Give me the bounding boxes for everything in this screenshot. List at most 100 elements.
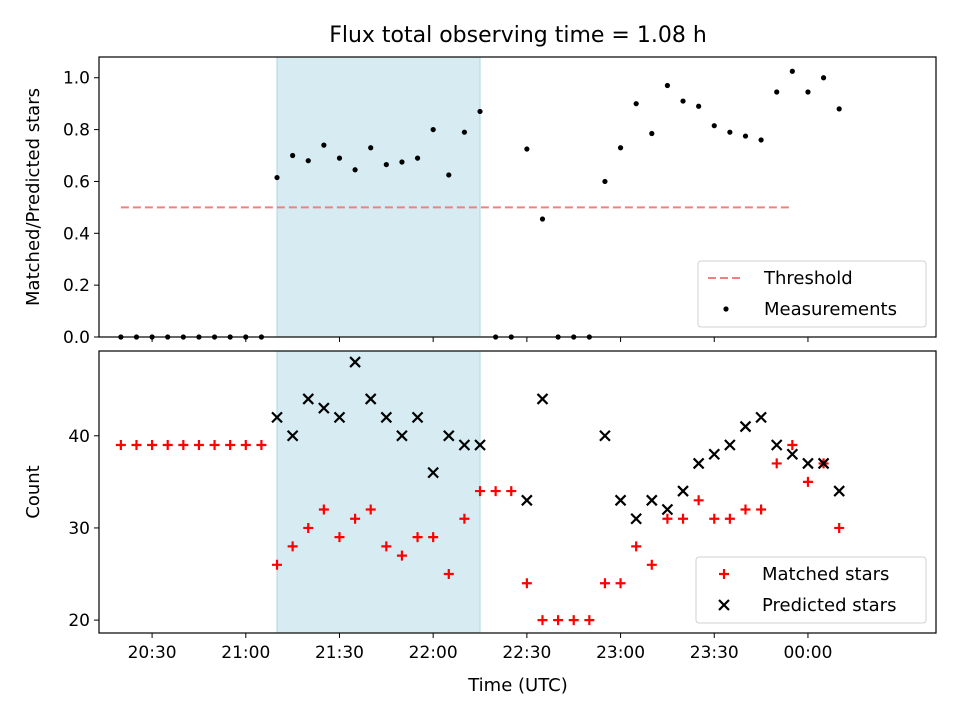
- y-axis-label: Matched/Predicted stars: [23, 88, 44, 306]
- predicted-stars-point: [630, 512, 642, 525]
- predicted-stars-point: [271, 411, 283, 424]
- predicted-stars-point: [474, 439, 486, 451]
- legend-label-measurements: Measurements: [764, 299, 897, 320]
- top-panel: 0.0 0.2 0.4 0.6 0.8 1.0 Matched/Predicted star…: [23, 56, 937, 348]
- matched-stars-point: [615, 578, 626, 589]
- predicted-stars-point: [724, 439, 736, 451]
- y-tick-label: 0.2: [63, 276, 90, 296]
- measurements-point: [664, 82, 671, 89]
- matched-stars-point: [771, 458, 782, 469]
- predicted-stars-point: [614, 494, 627, 507]
- y-tick-label: 0.0: [63, 328, 90, 348]
- matched-stars-point: [740, 504, 751, 515]
- measurements-point: [383, 161, 389, 168]
- legend: [695, 556, 927, 624]
- matched-stars-point: [709, 513, 720, 524]
- y-axis-label: Count: [23, 465, 44, 518]
- x-tick-label: 23:30: [690, 643, 739, 663]
- shaded-interval: [276, 350, 481, 634]
- legend-label-predicted-stars: Predicted stars: [762, 595, 896, 616]
- matched-stars-point: [506, 486, 517, 497]
- x-tick-label: 22:00: [409, 643, 458, 663]
- measurements-point: [461, 129, 468, 135]
- legend-label-matched-stars: Matched stars: [762, 564, 889, 585]
- predicted-stars-point: [443, 430, 455, 442]
- predicted-stars-point: [333, 411, 346, 424]
- matched-stars-point: [396, 550, 407, 561]
- matched-stars-point: [490, 486, 501, 497]
- predicted-stars-point: [692, 457, 705, 470]
- matched-stars-point: [568, 615, 579, 626]
- y-tick-label: 20: [68, 611, 90, 631]
- x-tick-label: 20:30: [128, 643, 177, 663]
- x-tick-label: 21:00: [221, 643, 270, 663]
- predicted-stars-point: [599, 430, 611, 442]
- predicted-stars-point: [458, 439, 471, 451]
- measurements-point: [820, 75, 827, 81]
- measurements-point: [477, 108, 483, 115]
- matched-stars-point: [131, 440, 142, 450]
- measurements-point: [727, 129, 733, 135]
- predicted-stars-point: [396, 430, 408, 442]
- predicted-stars-point: [411, 411, 424, 424]
- matched-stars-point: [599, 578, 610, 589]
- measurements-point: [336, 155, 343, 161]
- measurements-point: [430, 126, 436, 133]
- legend-marker-predicted-stars: [718, 599, 730, 611]
- matched-stars-point: [834, 522, 845, 533]
- chart-title: Flux total observing time = 1.08 h: [329, 23, 707, 48]
- matched-stars-point: [693, 495, 704, 506]
- predicted-stars-point: [364, 393, 377, 405]
- matched-stars-point: [787, 440, 798, 450]
- measurements-point: [399, 159, 405, 165]
- matched-stars-point: [521, 578, 532, 589]
- legend-label-threshold: Threshold: [763, 268, 853, 289]
- predicted-stars-point: [302, 393, 315, 405]
- predicted-stars-point: [833, 485, 845, 497]
- matched-stars-point: [303, 522, 314, 533]
- x-tick-label: 22:30: [502, 643, 551, 663]
- measurements-point: [321, 142, 327, 148]
- x-axis-label: Time (UTC): [467, 675, 568, 696]
- measurements-point: [414, 155, 421, 161]
- y-tick-label: 30: [68, 519, 90, 539]
- matched-stars-point: [256, 440, 267, 450]
- x-tick-label: 00:00: [783, 643, 832, 663]
- shaded-interval: [276, 56, 481, 338]
- matched-stars-point: [584, 615, 595, 626]
- measurements-point: [539, 216, 546, 222]
- measurements-point: [446, 172, 452, 178]
- predicted-stars-point: [770, 439, 783, 451]
- matched-stars-point: [287, 541, 298, 552]
- x-tick-label: 23:00: [596, 643, 645, 663]
- predicted-stars-point: [349, 356, 361, 368]
- matched-stars-point: [646, 559, 657, 570]
- y-tick-label: 1.0: [63, 69, 90, 89]
- matched-stars-point: [428, 532, 439, 543]
- predicted-stars-point: [786, 448, 799, 460]
- legend-marker-measurements: [723, 306, 729, 312]
- matched-stars-point: [724, 513, 735, 524]
- predicted-stars-point: [521, 494, 533, 507]
- predicted-stars-point: [661, 503, 674, 516]
- matched-stars-point: [756, 504, 767, 515]
- measurements-point: [836, 106, 842, 112]
- legend-marker-matched-stars: [719, 569, 729, 579]
- measurements-point: [352, 167, 358, 173]
- measurements-point: [305, 158, 311, 164]
- y-tick-label: 40: [68, 427, 90, 447]
- matched-stars-point: [412, 532, 423, 543]
- matched-stars-point: [178, 440, 189, 450]
- predicted-stars-point: [802, 457, 814, 470]
- matched-stars-point: [318, 504, 329, 515]
- matched-stars-point: [678, 513, 689, 524]
- matched-stars-point: [209, 440, 220, 450]
- measurements-point: [633, 101, 639, 107]
- predicted-stars-point: [536, 393, 549, 405]
- matched-stars-point: [240, 440, 251, 450]
- measurements-point: [805, 89, 811, 95]
- axes-frame: [98, 350, 937, 634]
- predicted-stars-point: [755, 411, 767, 424]
- matched-stars-point: [350, 513, 361, 524]
- predicted-stars-point: [708, 448, 721, 460]
